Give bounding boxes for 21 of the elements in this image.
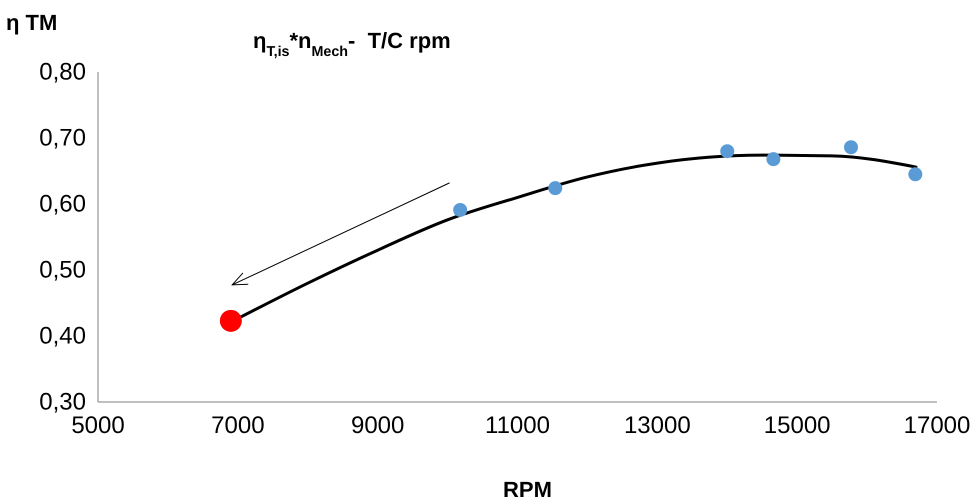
x-axis-title: RPM xyxy=(503,477,552,502)
x-tick-label: 17000 xyxy=(904,412,970,440)
point xyxy=(720,144,734,158)
point xyxy=(766,152,780,166)
point xyxy=(548,181,562,196)
point xyxy=(908,167,922,182)
point xyxy=(220,310,242,332)
point xyxy=(844,140,858,154)
y-tick-label: 0,70 xyxy=(39,124,86,152)
y-tick-label: 0,80 xyxy=(39,58,86,86)
chart-title: η$_{T,is}$*n$_{Mech}$- T/C rpm xyxy=(253,28,451,60)
x-tick-label: 11000 xyxy=(485,412,550,440)
y-tick-label: 0,50 xyxy=(39,256,86,284)
y-tick-label: 0,40 xyxy=(39,322,86,350)
x-tick-label: 15000 xyxy=(764,412,831,440)
x-tick-label: 7000 xyxy=(211,412,265,440)
point xyxy=(453,202,468,217)
y-axis-title: η TM xyxy=(6,10,58,35)
x-tick-label: 13000 xyxy=(624,412,691,440)
y-tick-label: 0,60 xyxy=(39,190,86,218)
x-tick-label: 9000 xyxy=(350,412,404,440)
